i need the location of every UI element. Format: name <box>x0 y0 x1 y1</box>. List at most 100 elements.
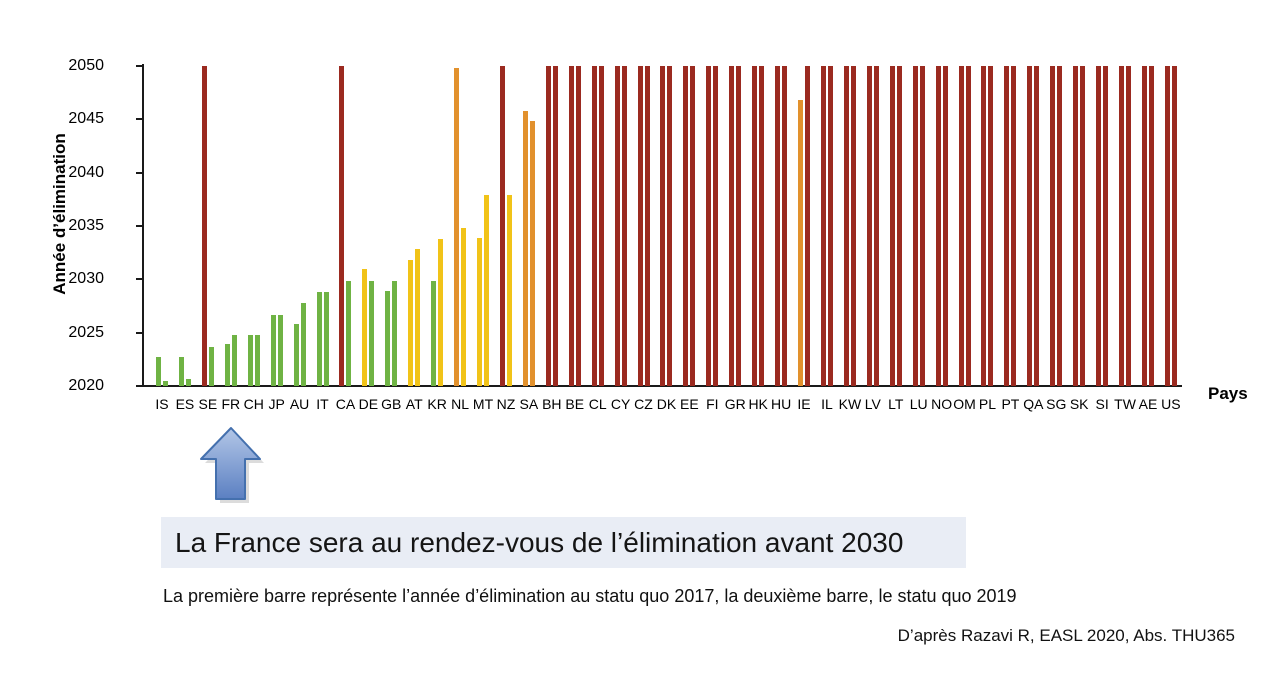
y-axis-title: Année d’élimination <box>50 133 69 295</box>
y-tick-mark <box>136 331 142 334</box>
bar-JP-statu-quo-2019 <box>277 314 283 386</box>
x-tick-label-CZ: CZ <box>634 396 653 412</box>
x-tick-label-IS: IS <box>155 396 169 412</box>
y-tick-mark <box>136 65 142 67</box>
bar-LV-statu-quo-2017 <box>866 66 872 386</box>
x-tick-label-DK: DK <box>656 396 677 412</box>
bar-CY-statu-quo-2017 <box>614 66 620 386</box>
x-tick-label-DE: DE <box>358 396 379 412</box>
x-tick-label-LT: LT <box>888 396 904 412</box>
bar-QA-statu-quo-2017 <box>1027 66 1033 386</box>
x-tick-label-SA: SA <box>519 396 539 412</box>
bar-ES-statu-quo-2019 <box>185 378 191 386</box>
bar-PL-statu-quo-2019 <box>988 66 994 386</box>
y-tick-label-2030: 2030 <box>68 270 104 288</box>
bar-FR-statu-quo-2017 <box>224 344 230 386</box>
x-tick-label-AT: AT <box>405 396 423 412</box>
bar-NO-statu-quo-2019 <box>942 66 948 386</box>
x-tick-label-BE: BE <box>565 396 585 412</box>
bar-LT-statu-quo-2019 <box>896 66 902 386</box>
bar-HK-statu-quo-2019 <box>759 66 765 386</box>
bar-FR-statu-quo-2019 <box>231 334 237 386</box>
bar-AU-statu-quo-2019 <box>300 302 306 386</box>
bar-IT-statu-quo-2019 <box>323 292 329 386</box>
x-tick-label-FR: FR <box>221 396 241 412</box>
bar-GR-statu-quo-2017 <box>729 66 735 386</box>
x-tick-label-EE: EE <box>680 396 699 412</box>
bar-GB-statu-quo-2019 <box>392 281 398 386</box>
bar-SG-statu-quo-2019 <box>1057 66 1063 386</box>
source-credit: D’après Razavi R, EASL 2020, Abs. THU365 <box>897 626 1235 645</box>
x-tick-label-MT: MT <box>472 396 494 412</box>
bar-AT-statu-quo-2017 <box>408 260 414 386</box>
legend-note: La première barre représente l’année d’é… <box>163 586 1017 606</box>
x-tick-label-FI: FI <box>706 396 719 412</box>
bar-BH-statu-quo-2019 <box>552 66 558 386</box>
bar-HU-statu-quo-2019 <box>782 66 788 386</box>
bar-IL-statu-quo-2019 <box>827 66 833 386</box>
x-tick-label-ES: ES <box>175 396 195 412</box>
bar-IT-statu-quo-2017 <box>316 292 322 386</box>
bar-SA-statu-quo-2019 <box>529 121 535 386</box>
headline-text: La France sera au rendez-vous de l’élimi… <box>175 526 904 558</box>
bar-CL-statu-quo-2017 <box>591 66 597 386</box>
bar-AE-statu-quo-2017 <box>1141 66 1147 386</box>
bar-EE-statu-quo-2019 <box>690 66 696 386</box>
x-tick-label-IL: IL <box>821 396 833 412</box>
x-tick-label-NZ: NZ <box>496 396 516 412</box>
bar-DE-statu-quo-2017 <box>362 268 368 386</box>
bar-NL-statu-quo-2017 <box>454 68 460 386</box>
bar-JP-statu-quo-2017 <box>270 314 276 386</box>
bar-PL-statu-quo-2017 <box>981 66 987 386</box>
x-tick-label-CH: CH <box>243 396 264 412</box>
x-tick-label-HU: HU <box>770 396 792 412</box>
bar-GB-statu-quo-2017 <box>385 291 391 386</box>
bar-LU-statu-quo-2017 <box>912 66 918 386</box>
x-tick-label-QA: QA <box>1023 396 1044 412</box>
y-tick-label-2035: 2035 <box>68 217 104 234</box>
y-tick-mark <box>136 118 142 121</box>
bar-LU-statu-quo-2019 <box>919 66 925 386</box>
x-tick-label-SK: SK <box>1069 396 1089 412</box>
x-tick-label-GR: GR <box>724 396 746 412</box>
bar-IE-statu-quo-2017 <box>798 100 804 386</box>
bar-CA-statu-quo-2019 <box>346 281 352 386</box>
bar-HU-statu-quo-2017 <box>775 66 781 386</box>
bar-SE-statu-quo-2017 <box>201 66 207 386</box>
y-tick-mark <box>136 225 142 227</box>
x-tick-label-NL: NL <box>451 396 470 412</box>
y-tick-label-2045: 2045 <box>68 110 104 128</box>
bar-BE-statu-quo-2019 <box>575 66 581 386</box>
x-tick-label-IE: IE <box>797 396 811 412</box>
bar-TW-statu-quo-2019 <box>1126 66 1132 386</box>
x-tick-label-US: US <box>1161 396 1181 412</box>
bar-US-statu-quo-2017 <box>1164 66 1170 386</box>
bar-SA-statu-quo-2017 <box>522 110 528 386</box>
bar-NL-statu-quo-2019 <box>461 228 467 386</box>
bar-KR-statu-quo-2019 <box>438 238 444 386</box>
bar-PT-statu-quo-2017 <box>1004 66 1010 386</box>
bar-IE-statu-quo-2019 <box>805 66 811 386</box>
bar-NZ-statu-quo-2019 <box>506 195 512 386</box>
bar-KW-statu-quo-2017 <box>843 66 849 386</box>
headline-banner: La France sera au rendez-vous de l’élimi… <box>161 517 966 568</box>
bar-TW-statu-quo-2017 <box>1119 66 1125 386</box>
bar-OM-statu-quo-2019 <box>965 66 971 386</box>
x-axis-title: Pays <box>1208 384 1248 403</box>
x-tick-label-SG: SG <box>1046 396 1067 412</box>
x-tick-label-HK: HK <box>748 396 768 412</box>
bar-BH-statu-quo-2017 <box>545 66 551 386</box>
x-tick-label-BH: BH <box>542 396 562 412</box>
bar-ES-statu-quo-2017 <box>178 357 184 386</box>
bar-CZ-statu-quo-2017 <box>637 66 643 386</box>
bar-IL-statu-quo-2017 <box>820 66 826 386</box>
bar-LV-statu-quo-2019 <box>873 66 879 386</box>
bar-SK-statu-quo-2017 <box>1073 66 1079 386</box>
x-tick-label-JP: JP <box>268 396 285 412</box>
x-tick-label-LV: LV <box>864 396 881 412</box>
bar-DE-statu-quo-2019 <box>369 281 375 386</box>
x-tick-label-GB: GB <box>381 396 402 412</box>
x-tick-label-CL: CL <box>588 396 607 412</box>
bar-AU-statu-quo-2017 <box>293 324 299 386</box>
up-arrow-icon <box>200 427 264 503</box>
